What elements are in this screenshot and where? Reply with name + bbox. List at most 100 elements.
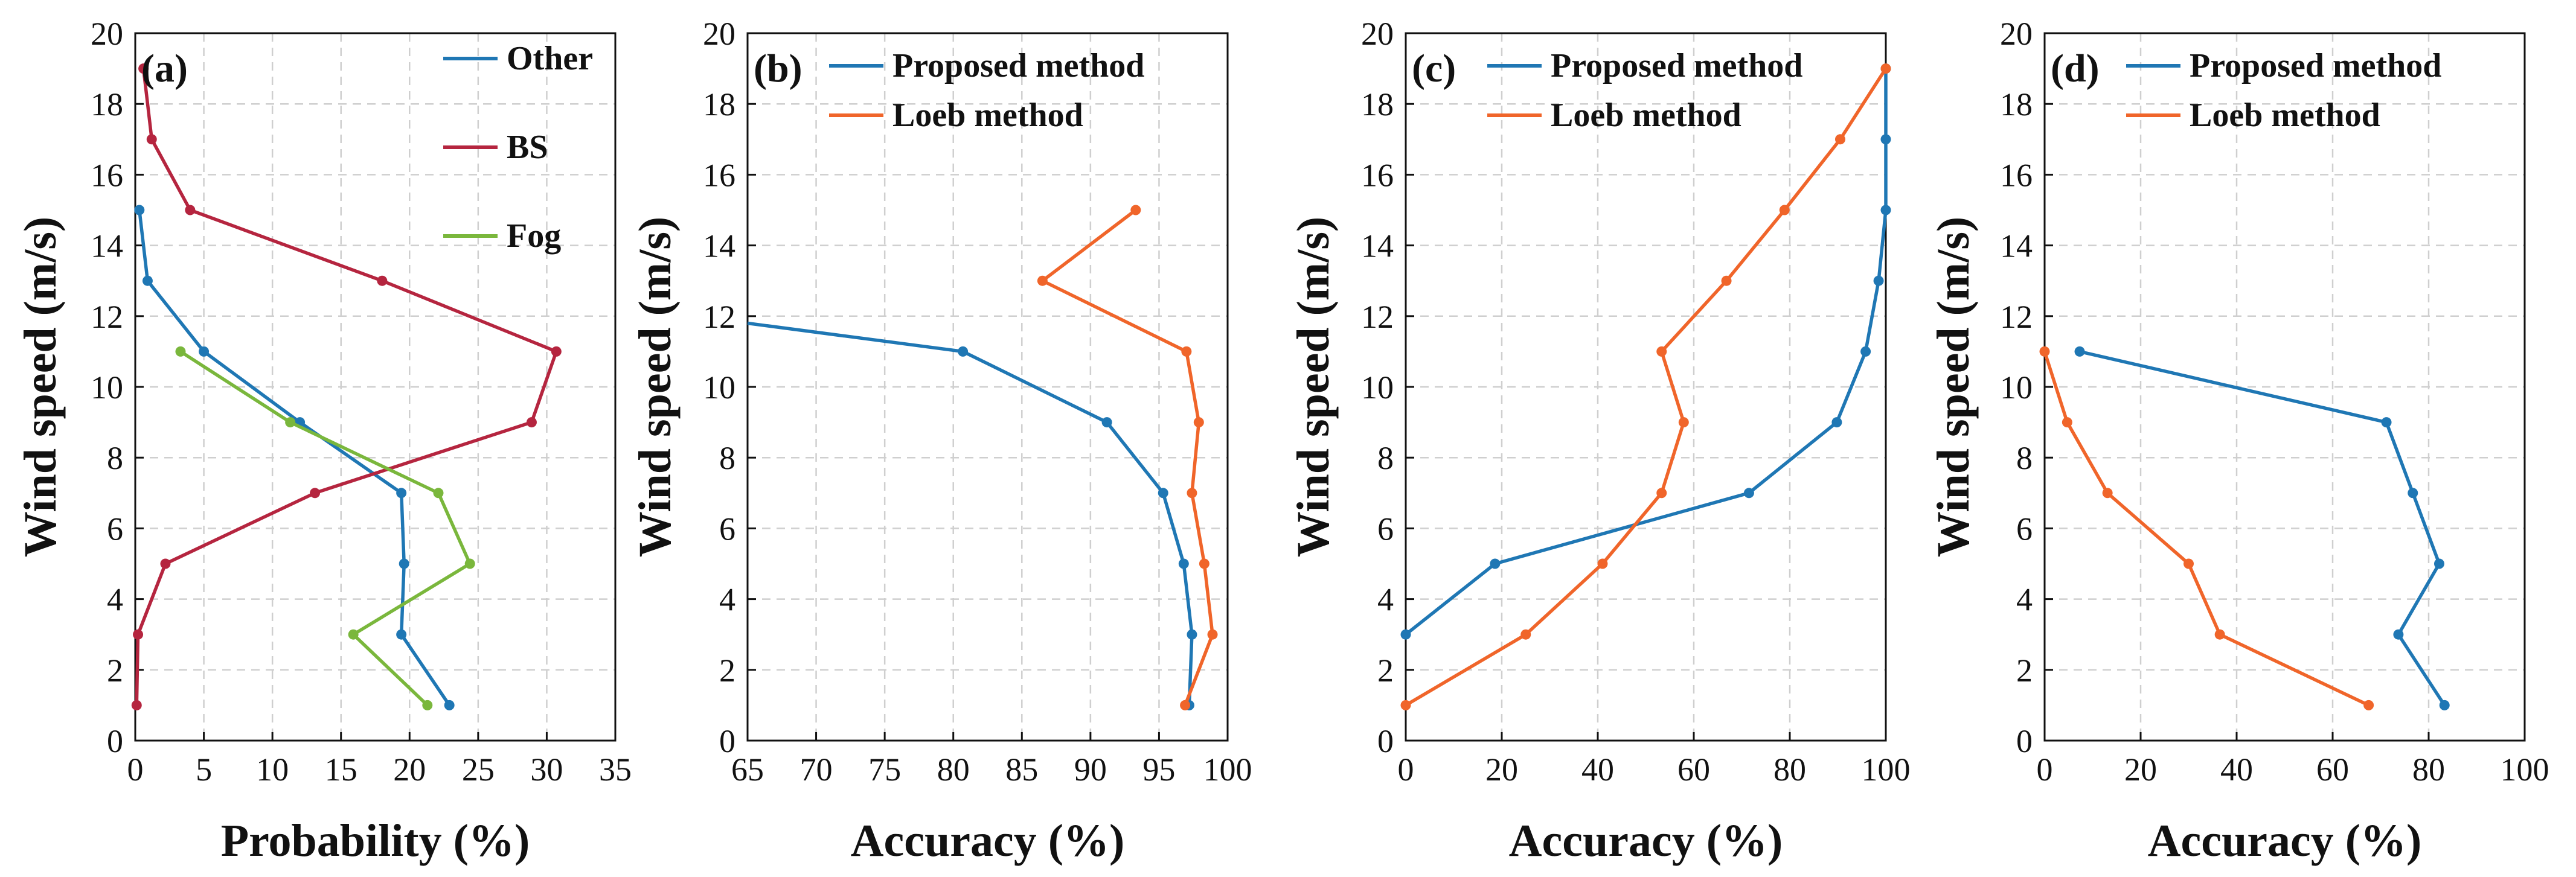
panel-b-ytick-label: 20 [703,16,735,52]
panel-c-xtick-label: 60 [1677,751,1710,788]
panel-b-ytick-label: 8 [719,440,735,476]
panel-d-series-loeb-method-point [2363,700,2374,710]
panel-c-tag: (c) [1412,46,1456,91]
panel-b-ytick-label: 14 [703,228,735,264]
panel-b-xtick-label: 95 [1142,751,1175,788]
panel-d-series-proposed-method-point [2439,700,2450,710]
panel-d-ytick-label: 2 [2016,652,2033,689]
panel-d-series-proposed-method-point [2408,488,2418,499]
panel-c-series-loeb-method-point [1779,205,1790,215]
panel-c-ytick-label: 2 [1377,652,1394,689]
panel-b-series-proposed-method-point [1158,488,1168,499]
panel-a-series-other-point [399,558,409,569]
panel-c-ytick-label: 4 [1377,582,1394,618]
panel-c-legend-loeb-method-label: Loeb method [1551,97,1741,134]
panel-b-ytick-label: 4 [719,582,735,618]
panel-a-series-bs-point [551,346,562,357]
panel-b-ytick-label: 18 [703,86,735,123]
panel-d-ytick-label: 14 [2000,228,2033,264]
panel-a-series-fog-point [422,700,433,710]
panel-d-series-loeb-method-point [2039,346,2050,357]
panel-a-series-bs-line [135,68,559,706]
panel-c-xtick-label: 80 [1773,751,1806,788]
panel-a-legend-fog-label: Fog [507,217,561,255]
panel-b-xtick-label: 80 [937,751,970,788]
panel-b-series-loeb-method-point [1207,629,1218,640]
panel-b-xtick-label: 75 [868,751,901,788]
panel-d-xlabel: Accuracy (%) [2148,815,2422,866]
panel-c-series-loeb-method-point [1880,63,1891,74]
panel-a-ytick-label: 16 [91,157,123,193]
panel-d-chart: 0 20 40 60 80 100 0 2 4 6 8 10 12 14 16 18 20 Accuracy (%… [1928,16,2549,866]
panel-a-ytick-label: 4 [107,582,123,618]
panel-c-xtick-label: 20 [1485,751,1518,788]
panel-c-series-loeb-method-point [1834,134,1845,145]
panel-a-series-fog-point [175,346,186,357]
panel-c-series-proposed-method-point [1880,134,1891,145]
panel-d-series-loeb-method-point [2214,629,2225,640]
panel-c-xtick-label: 100 [1862,751,1911,788]
panel-c-ytick-label: 0 [1377,723,1394,759]
panel-b-ytick-label: 12 [703,299,735,335]
panel-c-series-loeb-method-point [1656,488,1667,499]
panel-d-ytick-label: 8 [2016,440,2033,476]
panel-d-series-loeb-method-point [2062,417,2072,428]
panel-a-series-other-point [199,346,210,357]
panel-d-xtick-label: 80 [2412,751,2445,788]
panel-c-ytick-label: 20 [1361,16,1394,52]
panel-a-legend-other-label: Other [507,40,593,77]
panel-a-series-other-point [396,488,407,499]
panel-c-ytick-label: 18 [1361,86,1394,123]
panel-a-ytick-label: 14 [91,228,123,264]
panel-d-xtick-label: 60 [2316,751,2349,788]
panel-a-xtick-label: 15 [325,751,357,788]
panel-c-xtick-label: 0 [1398,751,1414,788]
panel-a-series-bs-point [133,629,144,640]
panel-b-series-loeb-method-point [1181,346,1192,357]
panel-a-series-fog-point [348,629,359,640]
panel-a-series-other-point [396,629,407,640]
panel-a-series-bs-point [160,558,171,569]
panel-a-ytick-label: 0 [107,723,123,759]
panel-d-series-loeb-method-point [2184,558,2194,569]
panel-a-ytick-label: 8 [107,440,123,476]
panel-d-ytick-label: 20 [2000,16,2033,52]
panel-b-ytick-label: 0 [719,723,735,759]
panel-a-series-fog-point [285,417,296,428]
panel-a-ytick-label: 18 [91,86,123,123]
panel-d-xtick-label: 20 [2124,751,2157,788]
panel-c-series-proposed-method-point [1743,488,1754,499]
panel-d-tag: (d) [2051,46,2100,91]
panel-b-xtick-label: 85 [1005,751,1038,788]
panel-d-ytick-label: 16 [2000,157,2033,193]
panel-a-xtick-label: 10 [256,751,289,788]
panel-c-ytick-label: 12 [1361,299,1394,335]
panel-a-series-fog-point [464,558,475,569]
panel-a-ytick-label: 20 [91,16,123,52]
panel-c-ytick-label: 6 [1377,511,1394,547]
panel-a-ytick-label: 10 [91,369,123,406]
panel-c-xtick-label: 40 [1581,751,1614,788]
panel-a-xtick-label: 0 [127,751,144,788]
panel-c-series-loeb-method-point [1656,346,1667,357]
panel-c-series-proposed-method-point [1880,205,1891,215]
panel-b-ytick-label: 10 [703,369,735,406]
panel-c-ytick-label: 14 [1361,228,1394,264]
panel-d-ytick-label: 12 [2000,299,2033,335]
panel-a-series-bs-point [138,63,149,74]
panel-b-ytick-label: 2 [719,652,735,689]
panel-c-series-proposed-method-point [1490,558,1501,569]
panel-a-series-other-point [444,700,455,710]
panel-c-series-loeb-method-line [1405,68,1888,707]
panel-a-xtick-label: 35 [599,751,632,788]
panel-a-series-bs-point [310,488,321,499]
panel-b-xtick-label: 65 [731,751,764,788]
panel-b-series-loeb-method-point [1037,275,1048,286]
panel-a-series-bs-point [131,700,142,710]
panel-d-legend-loeb-method-label: Loeb method [2190,97,2380,134]
panel-a-ytick-label: 6 [107,511,123,547]
panel-a-chart: 0 5 10 15 20 25 30 35 0 2 4 6 8 10 12 14 16 18 20 Probabili… [15,16,632,866]
panel-b-legend-loeb-method-label: Loeb method [892,97,1083,134]
panel-b-series-loeb-method-line [1040,208,1214,706]
panel-c-ytick-label: 8 [1377,440,1394,476]
